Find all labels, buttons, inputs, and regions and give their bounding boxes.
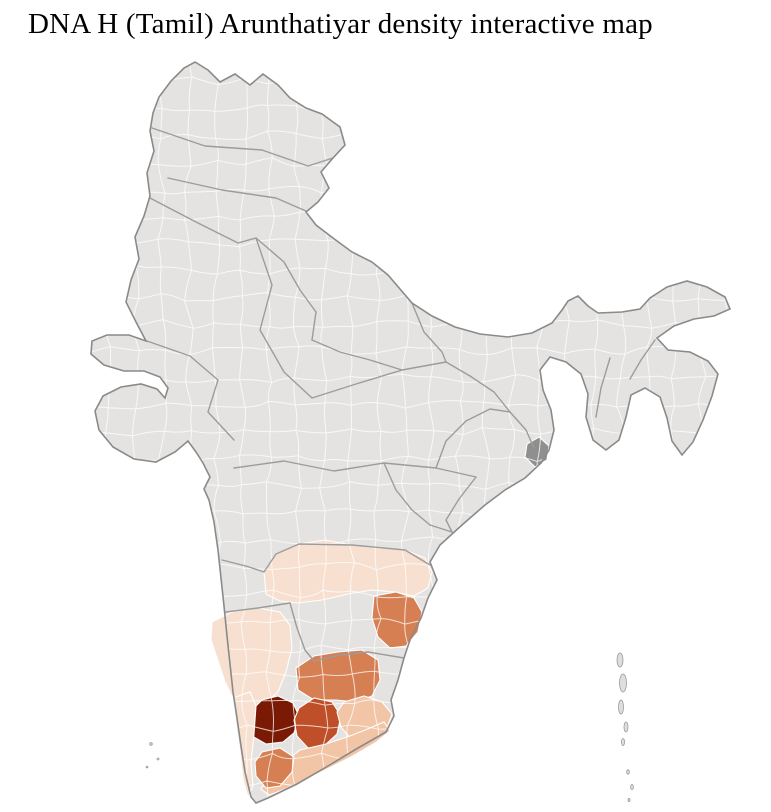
state-boundary [149,197,257,244]
island[interactable] [618,699,624,715]
state-boundary [167,177,307,212]
state-boundaries [146,127,656,662]
state-boundary [289,602,315,662]
state-boundary [225,602,291,613]
state-boundary [629,339,656,380]
state-boundary [445,476,477,533]
india-outline [90,61,732,804]
state-boundary [233,460,477,478]
state-boundary [255,237,317,341]
map-region-coastal-andhra-district[interactable] [371,591,423,649]
state-boundary [383,462,453,533]
state-boundary [595,357,611,418]
map-region-north-tamilnadu[interactable] [295,649,381,703]
state-boundary [255,237,313,399]
island[interactable] [145,765,149,769]
islands[interactable] [145,652,634,803]
state-boundary [313,651,405,662]
state-boundary [435,408,511,469]
india-landmass[interactable] [91,62,730,803]
island[interactable] [156,757,160,761]
island[interactable] [627,798,631,803]
state-boundary [146,340,235,441]
map-title: DNA H (Tamil) Arunthatiyar density inter… [28,8,653,40]
island[interactable] [621,738,626,746]
map-region-central-tamilnadu[interactable] [293,697,342,749]
state-boundary [411,302,447,363]
island[interactable] [149,742,153,746]
island[interactable] [623,721,629,733]
island[interactable] [619,673,627,693]
state-boundary [151,127,337,167]
island[interactable] [616,652,624,668]
state-boundary [311,339,403,371]
state-boundary [221,543,431,573]
island[interactable] [630,784,634,790]
map-region-kerala-coast-strip[interactable] [232,691,257,799]
island[interactable] [626,769,630,775]
